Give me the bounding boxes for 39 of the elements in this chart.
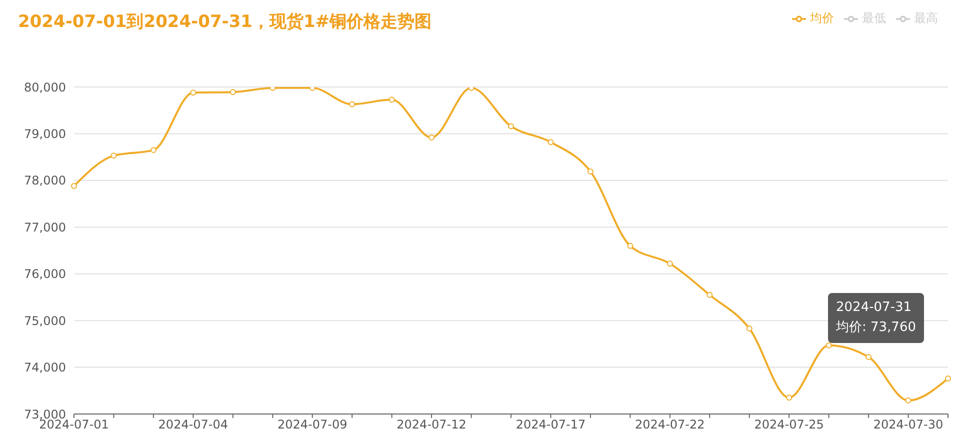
y-tick-label: 79,000 — [24, 126, 66, 141]
point — [706, 292, 713, 298]
annotation: 均价: 73,760 — [836, 319, 916, 337]
y-tick-label: 76,000 — [24, 267, 66, 282]
point — [508, 123, 514, 130]
point — [71, 183, 77, 190]
point — [666, 260, 673, 267]
point — [388, 96, 395, 103]
x-tick-label: 2024-07-25 — [754, 418, 824, 432]
y-tick-label: 73,000 — [24, 407, 66, 422]
point — [866, 354, 872, 360]
point — [190, 90, 196, 96]
y-tick-label: 78,000 — [24, 174, 66, 188]
y-tick-label: 80,000 — [24, 80, 66, 94]
point — [110, 152, 117, 159]
x-tick-label: 2024-07-30 — [873, 418, 944, 432]
y-tick-label: 74,000 — [24, 360, 66, 375]
point — [548, 139, 554, 146]
point — [627, 242, 634, 249]
y-tick-label: 77,000 — [24, 220, 66, 234]
annotation: 2024-07-31 — [836, 299, 913, 317]
x-tick-label: 2024-07-09 — [277, 418, 348, 432]
x-tick-label: 2024-07-17 — [516, 418, 586, 432]
x-tick-label: 2024-07-22 — [635, 418, 705, 432]
point — [587, 168, 594, 175]
point — [905, 397, 912, 404]
chart-title: 2024-07-01到2024-07-31，现货1#铜价格走势图 — [18, 11, 432, 33]
point — [746, 326, 752, 332]
point — [786, 394, 792, 401]
y-tick-label: 75,000 — [24, 314, 66, 328]
point — [349, 101, 356, 108]
point — [230, 89, 236, 96]
x-tick-label: 2024-07-12 — [396, 418, 466, 432]
point — [150, 147, 156, 154]
point — [945, 375, 951, 382]
point — [826, 342, 832, 348]
point — [428, 134, 435, 140]
legend-label: 均价 — [810, 11, 834, 25]
x-tick-label: 2024-07-04 — [158, 418, 228, 432]
